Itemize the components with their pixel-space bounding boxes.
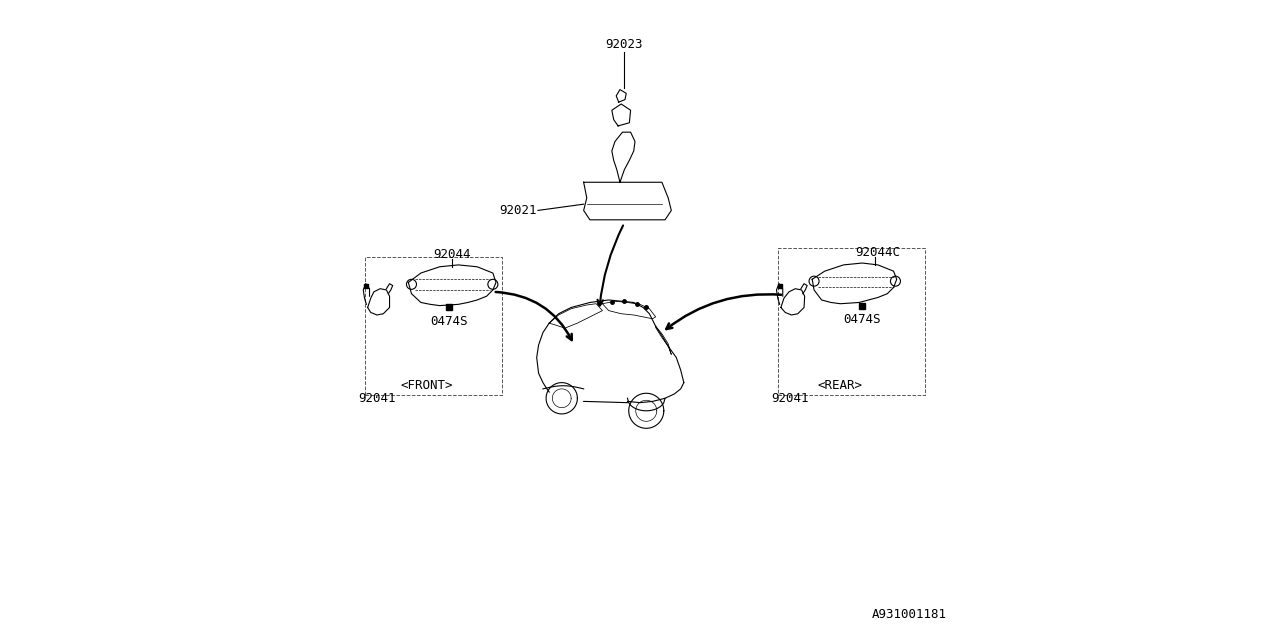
Text: 92041: 92041 (772, 392, 809, 404)
Text: 92044: 92044 (434, 248, 471, 260)
Text: 92044C: 92044C (855, 246, 900, 259)
Text: 0474S: 0474S (430, 315, 467, 328)
Text: 92023: 92023 (605, 38, 643, 51)
Text: <REAR>: <REAR> (818, 380, 863, 392)
Text: A931001181: A931001181 (872, 607, 947, 621)
Text: 92021: 92021 (499, 204, 536, 217)
Text: <FRONT>: <FRONT> (401, 380, 453, 392)
Text: 92041: 92041 (358, 392, 396, 404)
Text: 0474S: 0474S (844, 313, 881, 326)
